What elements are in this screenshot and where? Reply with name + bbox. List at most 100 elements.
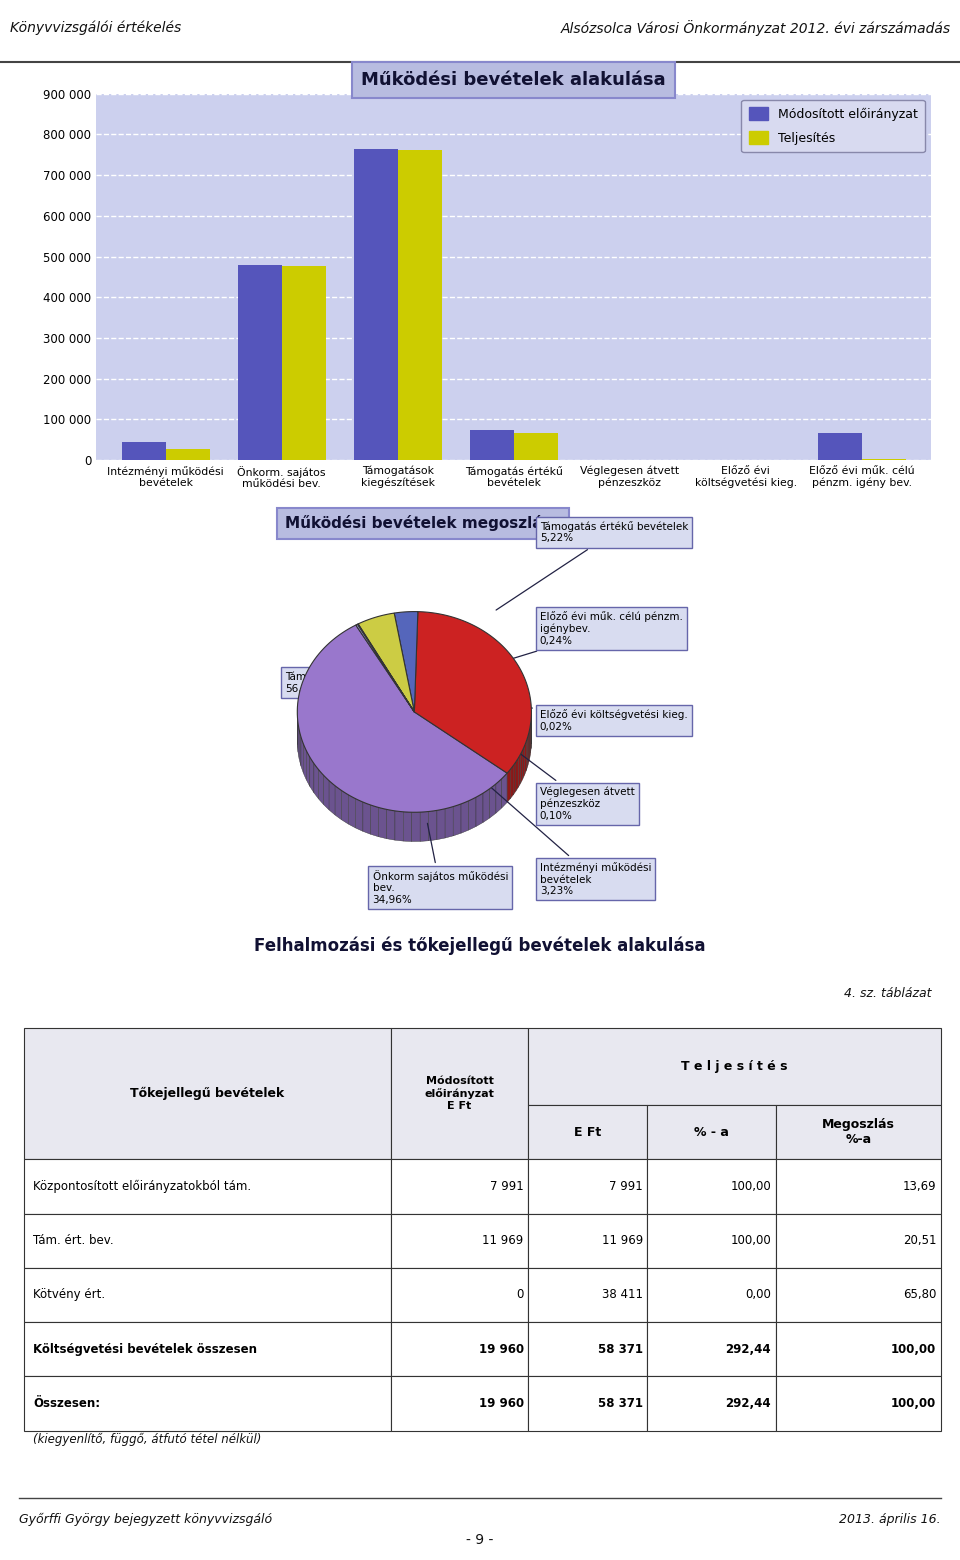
Text: Intézményi működési
bevételek
3,23%: Intézményi működési bevételek 3,23% xyxy=(483,780,651,897)
Title: Működési bevételek alakulása: Működési bevételek alakulása xyxy=(361,72,666,89)
Polygon shape xyxy=(300,736,303,774)
Bar xyxy=(528,1159,647,1214)
Polygon shape xyxy=(468,797,476,830)
Text: Központosított előirányzatokból tám.: Központosított előirányzatokból tám. xyxy=(34,1179,252,1193)
Polygon shape xyxy=(510,766,514,799)
Polygon shape xyxy=(329,780,335,814)
Polygon shape xyxy=(476,792,483,827)
Bar xyxy=(281,265,325,460)
Polygon shape xyxy=(298,626,507,813)
Bar xyxy=(24,1323,391,1376)
Text: 100,00: 100,00 xyxy=(731,1234,771,1246)
Polygon shape xyxy=(395,612,418,711)
Polygon shape xyxy=(502,774,507,808)
Polygon shape xyxy=(356,624,415,711)
Text: 292,44: 292,44 xyxy=(726,1398,771,1410)
Polygon shape xyxy=(355,799,363,831)
Text: 11 969: 11 969 xyxy=(483,1234,523,1246)
Text: E Ft: E Ft xyxy=(574,1126,602,1139)
Polygon shape xyxy=(461,800,468,833)
Bar xyxy=(776,1376,941,1431)
Text: Könyvvizsgálói értékelés: Könyvvizsgálói értékelés xyxy=(10,20,180,36)
Polygon shape xyxy=(342,791,348,824)
Polygon shape xyxy=(420,811,428,841)
Bar xyxy=(391,1028,528,1159)
Polygon shape xyxy=(403,811,412,841)
Polygon shape xyxy=(348,794,355,828)
Text: 7 991: 7 991 xyxy=(609,1179,643,1193)
Text: (kiegyenlítő, függő, átfutó tétel nélkül): (kiegyenlítő, függő, átfutó tétel nélkül… xyxy=(34,1434,261,1446)
Text: Költségvetési bevételek összesen: Költségvetési bevételek összesen xyxy=(34,1343,257,1356)
Bar xyxy=(24,1376,391,1431)
Text: 292,44: 292,44 xyxy=(726,1343,771,1356)
Text: 100,00: 100,00 xyxy=(731,1179,771,1193)
Polygon shape xyxy=(306,750,310,786)
Text: 65,80: 65,80 xyxy=(902,1289,936,1301)
Bar xyxy=(647,1268,776,1323)
Bar xyxy=(647,1104,776,1159)
Polygon shape xyxy=(415,612,532,774)
Bar xyxy=(237,265,281,460)
Polygon shape xyxy=(514,761,516,796)
Bar xyxy=(24,1028,391,1159)
Text: Támogatás értékű bevételek
5,22%: Támogatás értékű bevételek 5,22% xyxy=(496,521,688,610)
Polygon shape xyxy=(310,757,314,792)
Bar xyxy=(391,1268,528,1323)
Bar xyxy=(647,1214,776,1268)
Polygon shape xyxy=(363,802,371,835)
Text: T e l j e s í t é s: T e l j e s í t é s xyxy=(682,1059,788,1073)
Bar xyxy=(776,1268,941,1323)
Text: Támogatások, kiegészítések
56,23%: Támogatások, kiegészítések 56,23% xyxy=(285,661,431,694)
Polygon shape xyxy=(314,763,319,799)
Polygon shape xyxy=(518,753,520,788)
Text: Megoszlás
%-a: Megoszlás %-a xyxy=(822,1119,895,1147)
Polygon shape xyxy=(523,746,524,778)
Polygon shape xyxy=(428,810,437,841)
Bar xyxy=(24,1159,391,1214)
Polygon shape xyxy=(371,805,378,836)
Bar xyxy=(391,1323,528,1376)
Bar xyxy=(528,1214,647,1268)
Polygon shape xyxy=(490,783,496,817)
Text: 11 969: 11 969 xyxy=(602,1234,643,1246)
Bar xyxy=(818,434,861,460)
Bar xyxy=(391,1214,528,1268)
Bar xyxy=(469,429,514,460)
Text: 100,00: 100,00 xyxy=(891,1398,936,1410)
Bar xyxy=(514,432,558,460)
Polygon shape xyxy=(335,786,342,819)
Polygon shape xyxy=(529,729,530,761)
Polygon shape xyxy=(516,758,518,791)
Polygon shape xyxy=(483,789,490,822)
Bar xyxy=(391,1376,528,1431)
Bar xyxy=(391,1159,528,1214)
Polygon shape xyxy=(437,808,445,839)
Legend: Módosított előirányzat, Teljesítés: Módosított előirányzat, Teljesítés xyxy=(741,100,924,153)
Polygon shape xyxy=(526,736,528,771)
Bar xyxy=(647,1323,776,1376)
Text: Módosított
előirányzat
E Ft: Módosított előirányzat E Ft xyxy=(424,1076,494,1111)
Bar xyxy=(24,1268,391,1323)
Text: 20,51: 20,51 xyxy=(902,1234,936,1246)
Text: 58 371: 58 371 xyxy=(598,1343,643,1356)
Text: 4. sz. táblázat: 4. sz. táblázat xyxy=(844,987,931,1000)
Polygon shape xyxy=(528,733,529,766)
Polygon shape xyxy=(357,624,415,711)
Text: 38 411: 38 411 xyxy=(602,1289,643,1301)
Bar xyxy=(353,148,397,460)
Bar xyxy=(776,1104,941,1159)
Bar xyxy=(647,1376,776,1431)
Bar xyxy=(528,1028,941,1104)
Bar xyxy=(776,1323,941,1376)
Text: Felhalmozási és tőkejellegű bevételek alakulása: Felhalmozási és tőkejellegű bevételek al… xyxy=(254,936,706,955)
Text: Összesen:: Összesen: xyxy=(34,1398,100,1410)
Text: Működési bevételek megoszlása: Működési bevételek megoszlása xyxy=(285,515,562,532)
Polygon shape xyxy=(319,769,324,805)
Text: 19 960: 19 960 xyxy=(478,1343,523,1356)
Bar xyxy=(528,1268,647,1323)
Polygon shape xyxy=(507,769,510,802)
Polygon shape xyxy=(357,624,415,711)
Bar xyxy=(528,1104,647,1159)
Polygon shape xyxy=(453,803,461,836)
Text: 13,69: 13,69 xyxy=(902,1179,936,1193)
